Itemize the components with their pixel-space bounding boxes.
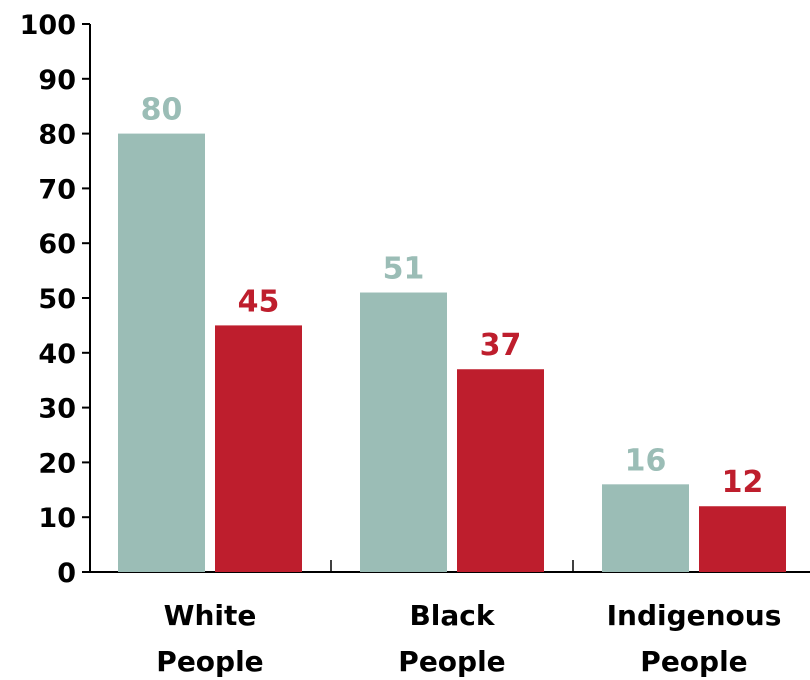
category-labels: White People Black People Indigenous People (156, 599, 781, 678)
category-label: People (156, 645, 263, 678)
category-label: Indigenous (607, 599, 782, 632)
bar-series1-1 (118, 133, 205, 572)
y-tick-label: 0 (57, 558, 76, 589)
y-tick-label: 20 (38, 448, 76, 479)
data-label-series2-1: 45 (238, 284, 280, 319)
data-label-series1-1: 80 (141, 93, 183, 128)
data-label-series1-3: 16 (625, 443, 667, 478)
bar-series2-2 (457, 369, 544, 572)
bar-series2-3 (699, 506, 786, 572)
bar-series1-3 (602, 484, 689, 572)
category-label: People (398, 645, 505, 678)
category-label: People (640, 645, 747, 678)
category-label: White (164, 599, 257, 632)
y-tick-label: 90 (38, 65, 76, 96)
y-axis: 0 10 20 30 40 50 60 70 80 90 100 (20, 10, 91, 589)
y-tick-label: 50 (38, 284, 76, 315)
data-label-series1-2: 51 (383, 252, 425, 287)
y-tick-label: 80 (38, 120, 76, 151)
bar-series1-2 (360, 292, 447, 572)
data-label-series2-2: 37 (480, 328, 522, 363)
y-tick-label: 10 (38, 503, 76, 534)
x-axis (90, 560, 810, 573)
y-tick-label: 30 (38, 394, 76, 425)
category-label: Black (409, 599, 495, 632)
bar-series2-1 (215, 325, 302, 572)
data-labels: 80 51 16 45 37 12 (141, 93, 764, 501)
bars (118, 133, 786, 572)
y-tick-label: 70 (38, 174, 76, 205)
y-tick-label: 60 (38, 229, 76, 260)
y-tick-label: 40 (38, 339, 76, 370)
data-label-series2-3: 12 (722, 465, 764, 500)
y-tick-label: 100 (20, 10, 76, 41)
